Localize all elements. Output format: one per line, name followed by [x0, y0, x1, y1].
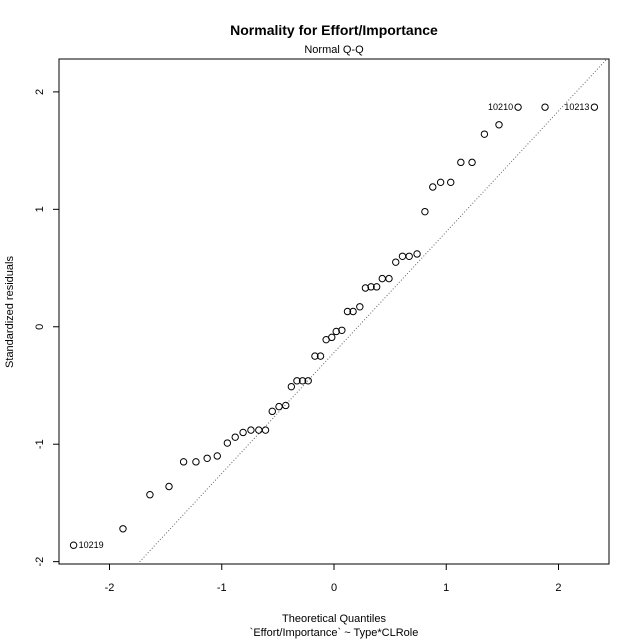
qq-point — [343, 307, 352, 316]
qq-point — [436, 178, 445, 187]
x-tick-label: 1 — [443, 582, 449, 594]
qq-point — [282, 401, 290, 410]
qq-point — [514, 103, 522, 111]
x-axis-label: Theoretical Quantiles — [282, 613, 386, 625]
qq-point — [495, 121, 503, 129]
qq-point — [385, 274, 393, 283]
qq-point — [247, 426, 255, 434]
qq-point — [372, 283, 381, 291]
qq-point — [405, 252, 413, 261]
y-tick-label: -1 — [34, 439, 46, 449]
qq-point — [311, 352, 319, 360]
qq-point — [287, 382, 296, 391]
qq-point — [316, 352, 325, 360]
qq-point — [146, 491, 154, 499]
qq-point — [328, 333, 336, 342]
qq-point — [413, 250, 421, 258]
reference-line — [137, 59, 608, 564]
qq-point — [192, 458, 200, 466]
x-tick-label: -2 — [105, 582, 115, 594]
point-label: 10210 — [488, 102, 513, 112]
qq-point — [203, 454, 211, 463]
qq-point — [268, 407, 276, 416]
qq-point — [447, 178, 455, 187]
qq-point — [421, 207, 429, 216]
qq-point — [304, 377, 312, 385]
qq-point — [338, 326, 346, 334]
qq-point — [429, 183, 437, 191]
data-points: 10219 10210 10213 — [69, 102, 599, 550]
qq-point — [367, 283, 375, 291]
qq-point — [275, 402, 283, 411]
chart-title: Normality for Effort/Importance — [230, 22, 438, 38]
qq-point — [223, 439, 232, 447]
chart-subtitle: Normal Q-Q — [304, 44, 364, 56]
y-axis: -2 -1 0 1 2 — [34, 89, 59, 567]
x-axis-sublabel: `Effort/Importance` ~ Type*CLRole — [250, 627, 419, 639]
qq-point — [119, 525, 127, 533]
x-tick-label: -1 — [217, 582, 227, 594]
y-tick-label: 2 — [34, 89, 46, 95]
qq-point — [165, 482, 173, 491]
qq-point — [213, 452, 221, 460]
qq-point — [179, 458, 188, 466]
qq-point — [361, 284, 370, 292]
qq-point — [457, 158, 465, 167]
qq-point — [239, 428, 247, 437]
x-tick-label: 2 — [555, 582, 561, 594]
point-label: 10219 — [79, 540, 104, 550]
x-tick-label: 0 — [331, 582, 337, 594]
qq-point — [468, 158, 476, 167]
qq-point — [298, 377, 307, 385]
qq-point — [261, 426, 270, 434]
qq-point — [349, 307, 357, 316]
point-label: 10213 — [564, 102, 589, 112]
plot-frame — [58, 58, 610, 565]
qq-point — [590, 103, 599, 111]
qq-point — [293, 377, 301, 385]
y-axis-label: Standardized residuals — [4, 256, 16, 368]
qq-point — [332, 327, 340, 336]
qq-point — [378, 274, 386, 283]
y-tick-label: -2 — [34, 557, 46, 567]
x-axis: -2 -1 0 1 2 — [105, 564, 562, 594]
y-tick-label: 1 — [34, 206, 46, 212]
qq-point — [398, 252, 407, 261]
qq-point — [541, 103, 549, 111]
qq-point — [480, 130, 489, 138]
qq-point — [69, 541, 78, 549]
qq-point — [231, 433, 239, 441]
qq-point — [392, 258, 400, 266]
qq-point — [255, 426, 263, 434]
qq-point — [356, 303, 364, 311]
y-tick-label: 0 — [34, 324, 46, 330]
